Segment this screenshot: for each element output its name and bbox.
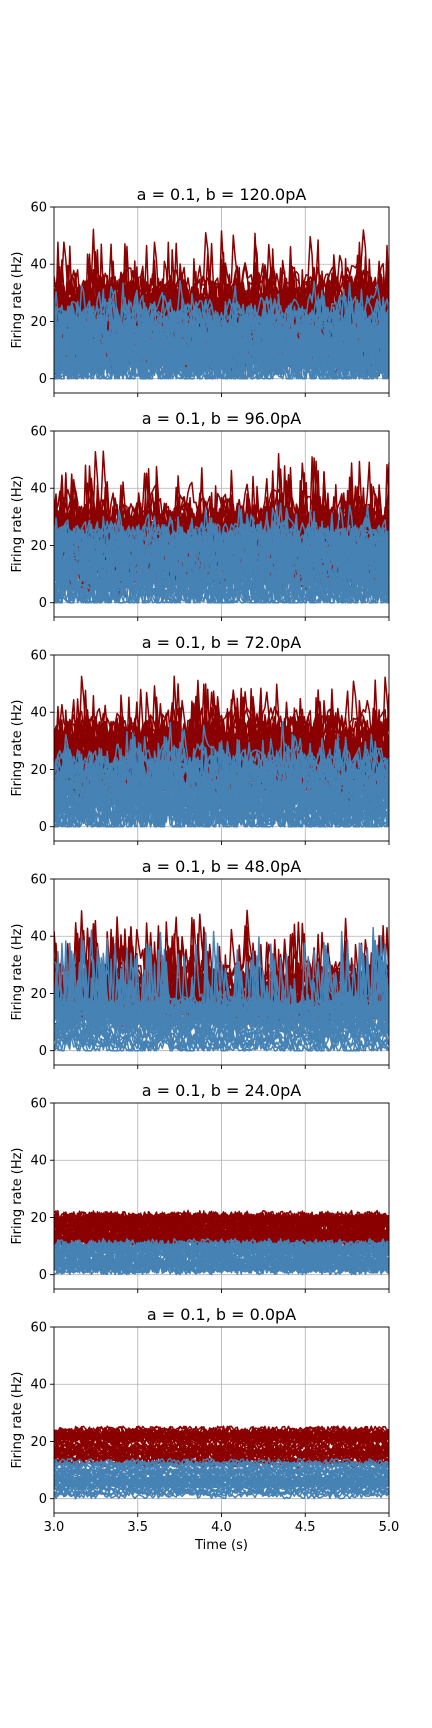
blue-trace: [54, 515, 389, 579]
blue-trace: [54, 1246, 389, 1260]
blue-trace: [54, 768, 389, 828]
blue-trace: [54, 1478, 389, 1487]
panel-2: 0 20 40 60 a = 0.1, b = 96.0pA Firing rate (H…: [10, 409, 390, 621]
y-tick-label: 60: [30, 649, 47, 664]
series-group: [54, 228, 389, 380]
y-axis-label: Firing rate (Hz): [10, 1147, 25, 1244]
y-tick-label: 0: [39, 596, 47, 611]
y-axis-label: Firing rate (Hz): [10, 699, 25, 796]
red-trace: [54, 1439, 389, 1450]
blue-trace: [54, 322, 389, 376]
x-tick-label: 4.0: [211, 1520, 232, 1535]
chart-title: a = 0.1, b = 96.0pA: [142, 409, 302, 428]
blue-trace: [54, 1475, 389, 1484]
y-tick-label: 60: [30, 1097, 47, 1112]
blue-trace: [54, 963, 389, 1018]
y-tick-label: 60: [30, 201, 47, 216]
chart-title: a = 0.1, b = 48.0pA: [142, 857, 302, 876]
blue-trace: [54, 314, 389, 380]
panel-1: 0 20 40 60 a = 0.1, b = 120.0pA Firing rate (…: [10, 185, 390, 397]
chart-title: a = 0.1, b = 24.0pA: [142, 1081, 302, 1100]
y-tick-label: 20: [30, 1211, 47, 1226]
chart-title: a = 0.1, b = 0.0pA: [147, 1305, 296, 1324]
blue-trace: [54, 1461, 389, 1470]
y-tick-label: 60: [30, 425, 47, 440]
y-tick-label: 0: [39, 1492, 47, 1507]
blue-trace: [54, 1258, 389, 1271]
y-tick-label: 0: [39, 1044, 47, 1059]
blue-trace: [54, 767, 389, 828]
y-tick-label: 40: [30, 1154, 47, 1169]
y-tick-label: 40: [30, 1378, 47, 1393]
y-axis-label: Firing rate (Hz): [10, 475, 25, 572]
blue-trace: [54, 1488, 389, 1498]
y-tick-label: 60: [30, 1321, 47, 1336]
blue-trace: [54, 953, 389, 1052]
panel-4: 0 20 40 60 a = 0.1, b = 48.0pA Firing rate (H…: [10, 857, 390, 1069]
blue-trace: [54, 507, 389, 567]
chart-title: a = 0.1, b = 72.0pA: [142, 633, 302, 652]
blue-trace: [54, 1460, 389, 1469]
panel-5: 0 20 40 60 a = 0.1, b = 24.0pA Firing rate (H…: [10, 1081, 390, 1293]
red-trace: [54, 1446, 389, 1457]
blue-trace: [54, 1246, 389, 1259]
y-tick-label: 0: [39, 372, 47, 387]
panel-6: 0 20 40 60 a = 0.1, b = 0.0pA Firing rate (Hz…: [10, 1305, 399, 1553]
blue-trace: [54, 735, 389, 812]
y-axis-label: Firing rate (Hz): [10, 251, 25, 348]
x-tick-label: 3.5: [127, 1520, 148, 1535]
blue-trace: [54, 1250, 389, 1264]
x-tick-label: 4.5: [295, 1520, 316, 1535]
x-tick-label: 5.0: [379, 1520, 400, 1535]
series-group: [54, 1209, 389, 1276]
blue-trace: [54, 537, 389, 603]
y-tick-label: 40: [30, 706, 47, 721]
y-tick-label: 40: [30, 258, 47, 273]
red-trace: [54, 1428, 389, 1439]
blue-trace: [54, 980, 389, 1052]
y-tick-label: 0: [39, 1268, 47, 1283]
y-tick-label: 60: [30, 873, 47, 888]
y-tick-label: 40: [30, 482, 47, 497]
y-tick-label: 20: [30, 315, 47, 330]
y-axis-label: Firing rate (Hz): [10, 1371, 25, 1468]
y-tick-label: 20: [30, 539, 47, 554]
blue-trace: [54, 505, 389, 580]
y-tick-label: 0: [39, 820, 47, 835]
red-trace: [54, 1434, 389, 1445]
red-trace: [54, 1217, 389, 1234]
y-tick-label: 20: [30, 987, 47, 1002]
red-trace: [54, 1232, 389, 1248]
series-group: [54, 1425, 389, 1500]
y-axis-label: Firing rate (Hz): [10, 923, 25, 1020]
y-tick-label: 40: [30, 930, 47, 945]
blue-trace: [54, 300, 389, 366]
red-trace: [54, 1453, 389, 1464]
chart-title: a = 0.1, b = 120.0pA: [137, 185, 307, 204]
x-tick-label: 3.0: [44, 1520, 65, 1535]
y-tick-label: 20: [30, 763, 47, 778]
panel-3: 0 20 40 60 a = 0.1, b = 72.0pA Firing rate (H…: [10, 633, 390, 845]
blue-trace: [54, 292, 389, 360]
blue-trace: [54, 738, 389, 792]
y-tick-label: 20: [30, 1435, 47, 1450]
red-trace: [54, 1211, 389, 1228]
blue-trace: [54, 280, 389, 341]
series-group: [54, 909, 389, 1052]
x-axis-label: Time (s): [194, 1538, 248, 1553]
series-group: [54, 675, 389, 828]
series-group: [54, 450, 389, 604]
